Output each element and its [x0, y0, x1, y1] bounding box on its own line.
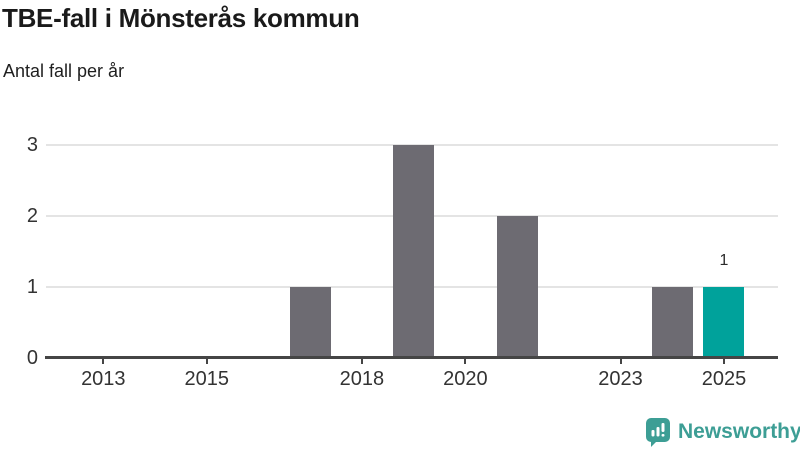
x-tick-label-2015: 2015 [184, 367, 230, 390]
x-tick-label-2023: 2023 [598, 367, 643, 390]
x-tick-2018 [360, 359, 363, 364]
y-tick-label-2: 2 [26, 205, 38, 228]
x-tick-2020 [464, 359, 467, 364]
x-tick-label-2013: 2013 [81, 367, 126, 390]
newsworthy-speech-bubble-bar-chart-icon [646, 418, 670, 447]
chart-subtitle: Antal fall per år [3, 61, 125, 81]
x-axis-line [44, 356, 778, 359]
y-tick-label-3: 3 [26, 134, 38, 157]
newsworthy-logo[interactable]: Newsworthy [646, 418, 800, 447]
x-tick-label-2020: 2020 [443, 367, 488, 390]
brand-name: Newsworthy [678, 420, 800, 443]
x-tick-label-2018: 2018 [339, 367, 385, 390]
bar-2025 [703, 286, 745, 358]
y-tick-label-0: 0 [26, 346, 38, 369]
y-tick-label-1: 1 [26, 275, 38, 298]
x-tick-label-2025: 2025 [701, 367, 747, 390]
x-tick-2013 [102, 359, 105, 364]
bar-2019 [393, 145, 435, 358]
x-tick-2023 [619, 359, 622, 364]
chart-title: TBE-fall i Mönsterås kommun [2, 3, 360, 33]
x-tick-2025 [722, 359, 725, 364]
bar-value-label: 1 [719, 251, 729, 269]
bar-2024 [651, 286, 693, 358]
bar-2017 [289, 286, 331, 358]
x-tick-2015 [205, 359, 208, 364]
bar-2021 [496, 216, 538, 358]
